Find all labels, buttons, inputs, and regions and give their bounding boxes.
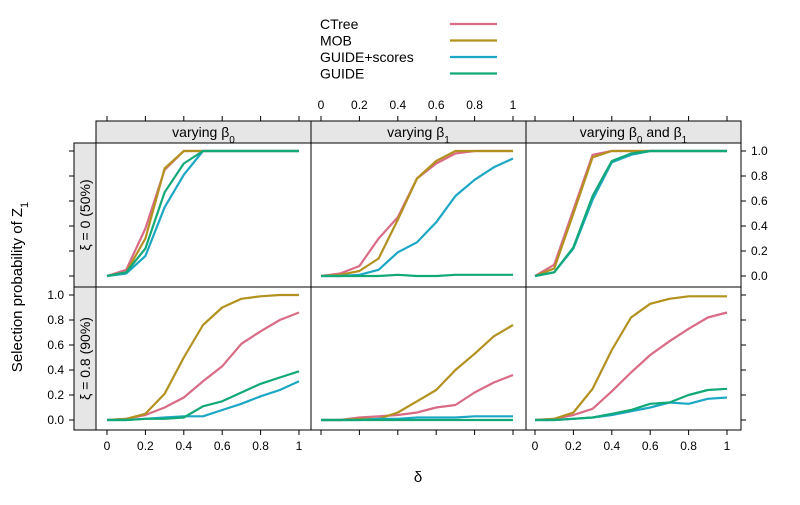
y-tick-label-left: 0.0 [47,413,64,427]
series-line-mob-r2-c1 [106,293,299,422]
x-tick-label-bottom: 0.2 [137,439,154,453]
x-tick-label-bottom: 0.8 [252,439,269,453]
series-line-guide-scores-r2-c1 [107,380,300,422]
panel-series-r2-c3 [534,295,728,422]
series-line-ctree-r2-c1 [106,311,300,422]
x-tick-label-bottom: 0.6 [214,439,231,453]
strip-label-row-2: ξ = 0.8 (90%) [77,317,93,400]
x-tick-label-bottom: 0 [104,439,111,453]
series-line-guide-r2-c3 [535,387,728,422]
x-axis-title: δ [414,469,422,486]
panel-series-r2-c1 [106,293,300,422]
x-tick-label-bottom: 0.2 [565,439,582,453]
strip-label-row-1: ξ = 0 (50%) [77,179,93,250]
x-tick-label-top: 0.6 [428,98,445,112]
x-tick-label-bottom: 1 [724,439,731,453]
y-tick-label-right: 0.8 [751,169,768,183]
legend-label-guide: GUIDE [320,66,364,82]
y-tick-label-left: 1.0 [47,288,64,302]
x-tick-label-top: 1 [510,98,517,112]
panel-r1-c2 [310,142,527,288]
strip-label-col-3: varying β0 and β1 [580,124,688,146]
x-tick-label-bottom: 0 [532,439,539,453]
y-tick-label-right: 1.0 [751,144,768,158]
series-line-guide-scores-r1-c2 [321,157,514,278]
x-tick-label-top: 0.4 [389,98,406,112]
y-axis-title: Selection probability of Z1 [9,202,31,372]
series-line-guide-scores-r1-c3 [534,149,727,278]
panel-series-r1-c2 [320,149,514,278]
series-line-mob-r1-c3 [534,149,727,278]
panel-r2-c2 [310,286,527,431]
y-tick-label-right: 0.6 [751,194,768,208]
x-tick-label-bottom: 0.8 [680,439,697,453]
series-line-ctree-r1-c2 [320,149,513,278]
y-tick-label-right: 0.4 [751,219,768,233]
series-line-guide-r1-c3 [534,149,727,278]
panel-r2-c3 [525,286,742,431]
series-line-mob-r2-c2 [321,324,514,422]
y-tick-label-right: 0.2 [751,244,768,258]
x-tick-label-top: 0.8 [466,98,483,112]
x-tick-label-bottom: 0.6 [642,439,659,453]
series-line-guide-r1-c1 [106,149,299,278]
legend-label-guide-scores: GUIDE+scores [320,49,414,65]
series-line-guide-r2-c1 [107,370,300,422]
y-tick-label-right: 0.0 [751,269,768,283]
legend-label-mob: MOB [320,33,352,49]
series-line-mob-r1-c2 [320,149,513,278]
x-tick-label-top: 0.2 [351,98,368,112]
series-line-mob-r2-c3 [534,295,727,422]
panel-series-r1-c3 [534,149,727,278]
series-line-guide-r1-c2 [321,273,513,278]
strip-label-col-2: varying β1 [387,124,450,146]
panel-series-r2-c2 [321,324,514,422]
legend-label-ctree: CTree [320,16,359,32]
series-line-ctree-r2-c3 [534,311,728,422]
panel-series-r1-c1 [106,149,299,278]
series-line-ctree-r1-c3 [534,149,727,277]
strip-label-col-1: varying β0 [172,124,235,146]
x-tick-label-top: 0 [318,98,325,112]
x-tick-label-bottom: 1 [296,439,303,453]
y-tick-label-left: 0.2 [47,388,64,402]
series-line-ctree-r2-c2 [321,373,514,422]
y-tick-label-left: 0.8 [47,313,64,327]
y-tick-label-left: 0.6 [47,338,64,352]
panel-r2-c1 [95,286,312,431]
x-tick-label-bottom: 0.4 [603,439,620,453]
series-line-mob-r1-c1 [106,149,299,278]
x-tick-label-bottom: 0.4 [175,439,192,453]
y-tick-label-left: 0.4 [47,363,64,377]
